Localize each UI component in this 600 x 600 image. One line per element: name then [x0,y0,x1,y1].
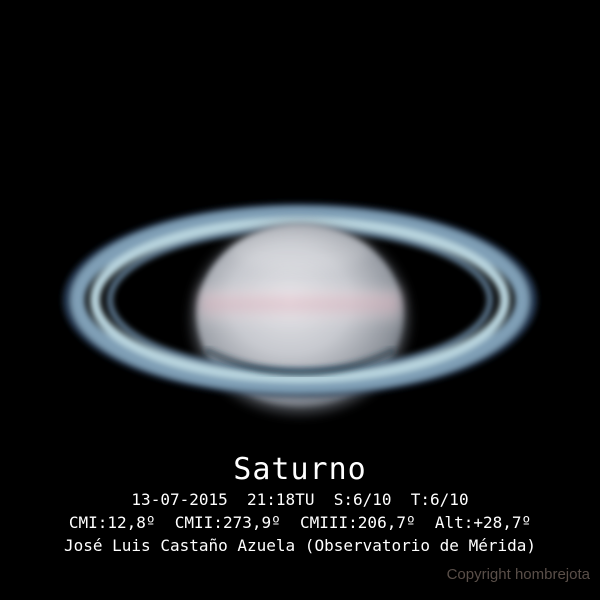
observation-date-seeing: 13-07-2015 21:18TU S:6/10 T:6/10 [131,490,469,509]
observer-credit: José Luis Castaño Azuela (Observatorio d… [63,536,536,555]
ring-shadow [203,346,397,376]
copyright-watermark: Copyright hombrejota [446,566,590,583]
object-title: Saturno [233,452,367,487]
central-meridian-info: CMI:12,8º CMII:273,9º CMIII:206,7º Alt:+… [68,513,532,532]
